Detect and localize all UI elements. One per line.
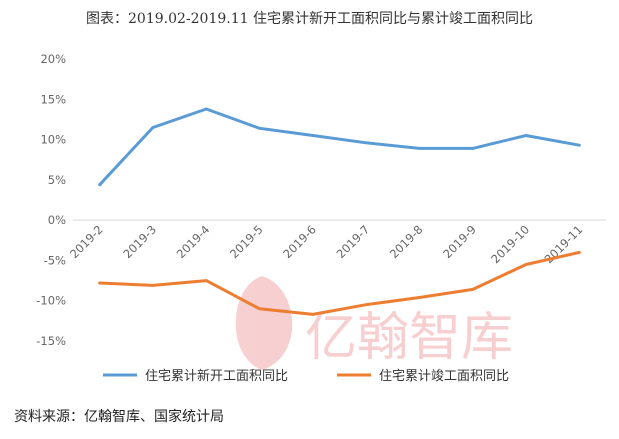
legend-label-1: 住宅累计新开工面积同比	[145, 368, 288, 384]
y-tick-label: 10%	[40, 133, 66, 147]
x-tick-label: 2019-3	[120, 222, 159, 261]
x-tick-label: 2019-9	[440, 222, 479, 261]
watermark-logo: 亿翰智库	[235, 276, 513, 370]
x-tick-label: 2019-6	[280, 222, 319, 261]
chart-title: 图表：2019.02-2019.11 住宅累计新开工面积同比与累计竣工面积同比	[86, 11, 533, 27]
legend-label-2: 住宅累计竣工面积同比	[379, 369, 509, 384]
x-tick-label: 2019-4	[174, 222, 213, 261]
watermark-text: 亿翰智库	[305, 308, 513, 368]
y-tick-label: 20%	[40, 52, 66, 66]
y-tick-label: 0%	[48, 213, 66, 227]
x-tick-label: 2019-8	[387, 222, 426, 261]
watermark-seal-icon	[235, 276, 293, 370]
series-line-1	[98, 107, 581, 187]
y-tick-label: -5%	[44, 253, 66, 267]
y-tick-label: 5%	[48, 173, 66, 187]
x-tick-label: 2019-2	[67, 222, 106, 261]
legend: 住宅累计新开工面积同比 住宅累计竣工面积同比	[103, 368, 509, 384]
y-tick-label: 15%	[40, 92, 66, 106]
source-note: 资料来源：亿翰智库、国家统计局	[14, 409, 224, 425]
y-tick-label: -10%	[36, 294, 66, 308]
x-tick-label: 2019-7	[334, 222, 373, 261]
x-tick-label: 2019-5	[227, 222, 266, 261]
x-tick-label: 2019-10	[488, 222, 532, 266]
series-line-2	[98, 250, 581, 316]
y-tick-label: -15%	[36, 334, 66, 348]
